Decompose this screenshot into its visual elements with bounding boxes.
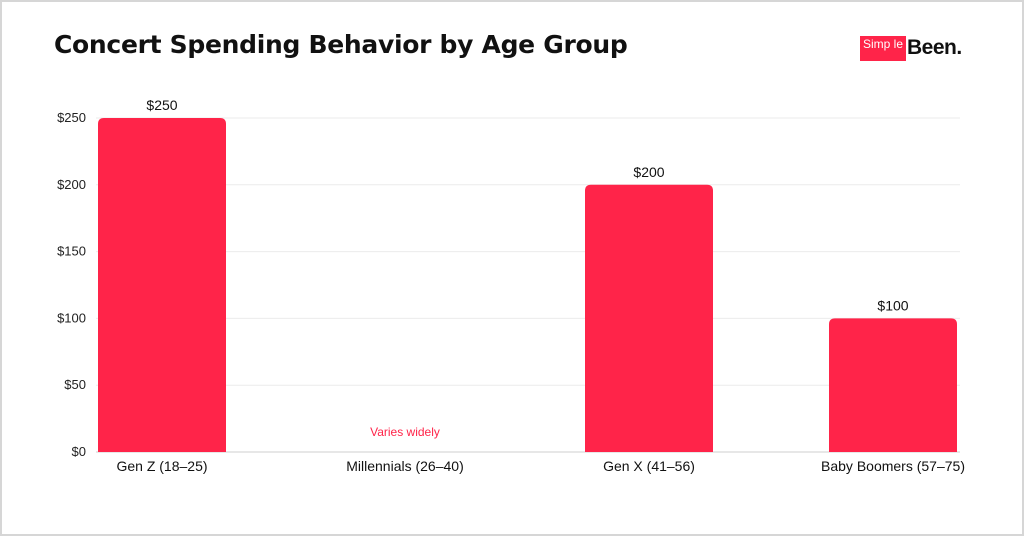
bar <box>829 318 957 452</box>
x-tick-label: Gen X (41–56) <box>603 458 695 474</box>
x-tick-label: Gen Z (18–25) <box>116 458 207 474</box>
y-tick-label: $0 <box>72 444 86 459</box>
chart-title: Concert Spending Behavior by Age Group <box>54 30 628 59</box>
annotation-label: Varies widely <box>370 425 440 439</box>
brand-logo: Simp le Been. <box>860 33 962 63</box>
y-tick-label: $100 <box>57 310 86 325</box>
bar <box>98 118 226 452</box>
data-label: $250 <box>146 97 177 113</box>
data-label: $100 <box>877 297 908 313</box>
y-tick-label: $200 <box>57 177 86 192</box>
y-tick-label: $250 <box>57 110 86 125</box>
y-tick-label: $150 <box>57 244 86 259</box>
logo-box: Simp le <box>860 35 907 61</box>
y-tick-label: $50 <box>64 377 86 392</box>
data-label: $200 <box>633 164 664 180</box>
x-tick-label: Millennials (26–40) <box>346 458 464 474</box>
logo-wordmark: Been. <box>907 36 962 59</box>
x-tick-label: Baby Boomers (57–75) <box>821 458 965 474</box>
bar <box>585 184 713 453</box>
